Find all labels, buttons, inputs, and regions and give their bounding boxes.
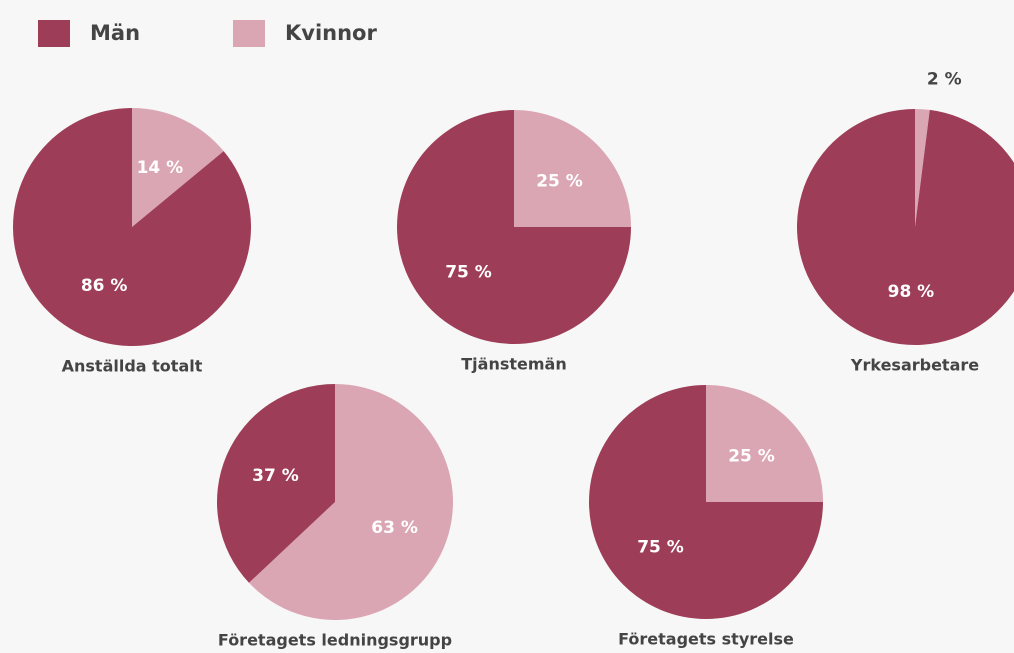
pie-slice	[589, 385, 823, 619]
pie-slice	[514, 110, 631, 227]
pie-slice	[397, 110, 631, 344]
pie-slice	[915, 109, 930, 227]
value-label: 86 %	[81, 276, 128, 296]
pie-slice	[248, 384, 454, 620]
legend-swatch	[233, 20, 265, 47]
legend-label: Män	[90, 21, 140, 45]
pie-title: Yrkesarbetare	[850, 356, 979, 375]
pie-slice	[217, 384, 335, 583]
value-label: 2 %	[927, 69, 962, 89]
value-label: 25 %	[536, 171, 583, 191]
value-label: 37 %	[252, 466, 299, 486]
pie-slice	[706, 385, 823, 502]
value-label: 25 %	[728, 446, 775, 466]
pie-title: Företagets styrelse	[618, 630, 794, 649]
pie-title: Anställda totalt	[62, 357, 203, 376]
pie-slice	[13, 108, 251, 346]
pie-slice	[797, 109, 1014, 345]
value-label: 14 %	[137, 158, 184, 178]
legend-swatch	[38, 20, 70, 47]
legend-label: Kvinnor	[285, 21, 377, 45]
pie-title: Företagets ledningsgrupp	[218, 631, 452, 650]
pie-title: Tjänstemän	[461, 355, 566, 374]
pie-slice	[132, 108, 224, 227]
value-label: 98 %	[888, 282, 935, 302]
value-label: 63 %	[371, 518, 418, 538]
value-label: 75 %	[637, 538, 684, 558]
value-label: 75 %	[445, 263, 492, 283]
